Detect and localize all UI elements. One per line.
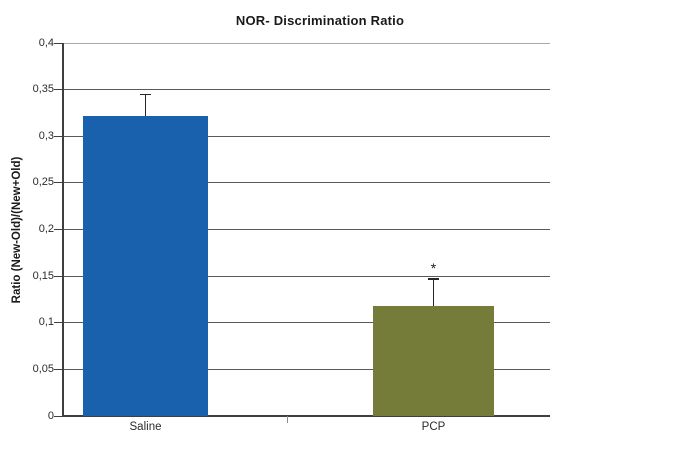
y-tick-label: 0,3 [38,129,54,142]
y-tick-label: 0,05 [32,362,54,375]
x-label-pcp: PCP [421,421,446,433]
plot-top-border [62,42,550,44]
x-label-saline: Saline [129,421,162,433]
y-tick-label: 0 [47,409,54,422]
y-axis-tick [54,42,62,44]
y-axis-tick [54,368,62,370]
gridline [62,322,550,324]
error-bar-cap [428,278,439,280]
y-tick-label: 0,35 [32,83,54,96]
y-axis-tick [54,89,62,91]
error-bar-cap [140,93,151,96]
y-axis-tick [54,182,62,184]
gridline [62,182,550,184]
error-bar-line [144,94,147,116]
plot-area [54,42,550,423]
y-tick-label: 0,15 [32,269,54,282]
gridline [62,275,550,277]
x-axis-tick [287,416,288,423]
chart-title: NOR- Discrimination Ratio [235,13,405,28]
gridline [62,229,550,230]
error-bar-line [432,278,435,306]
y-tick-label: 0,2 [38,223,54,235]
x-axis-line [62,415,550,417]
bar-saline [83,115,208,416]
gridline [62,135,550,137]
y-axis-tick [54,229,62,230]
bar-pcp [373,305,494,416]
y-tick-label: 0,4 [38,36,54,49]
y-tick-label: 0,25 [32,176,54,189]
y-axis-line [62,43,64,416]
significance-asterisk: * [430,260,437,277]
gridline [62,89,550,91]
y-axis-tick [54,275,62,277]
y-axis-tick [54,135,62,137]
gridline [62,368,550,370]
y-axis-tick [54,322,62,324]
y-tick-label: 0,1 [38,316,54,329]
y-axis-tick [54,415,62,417]
